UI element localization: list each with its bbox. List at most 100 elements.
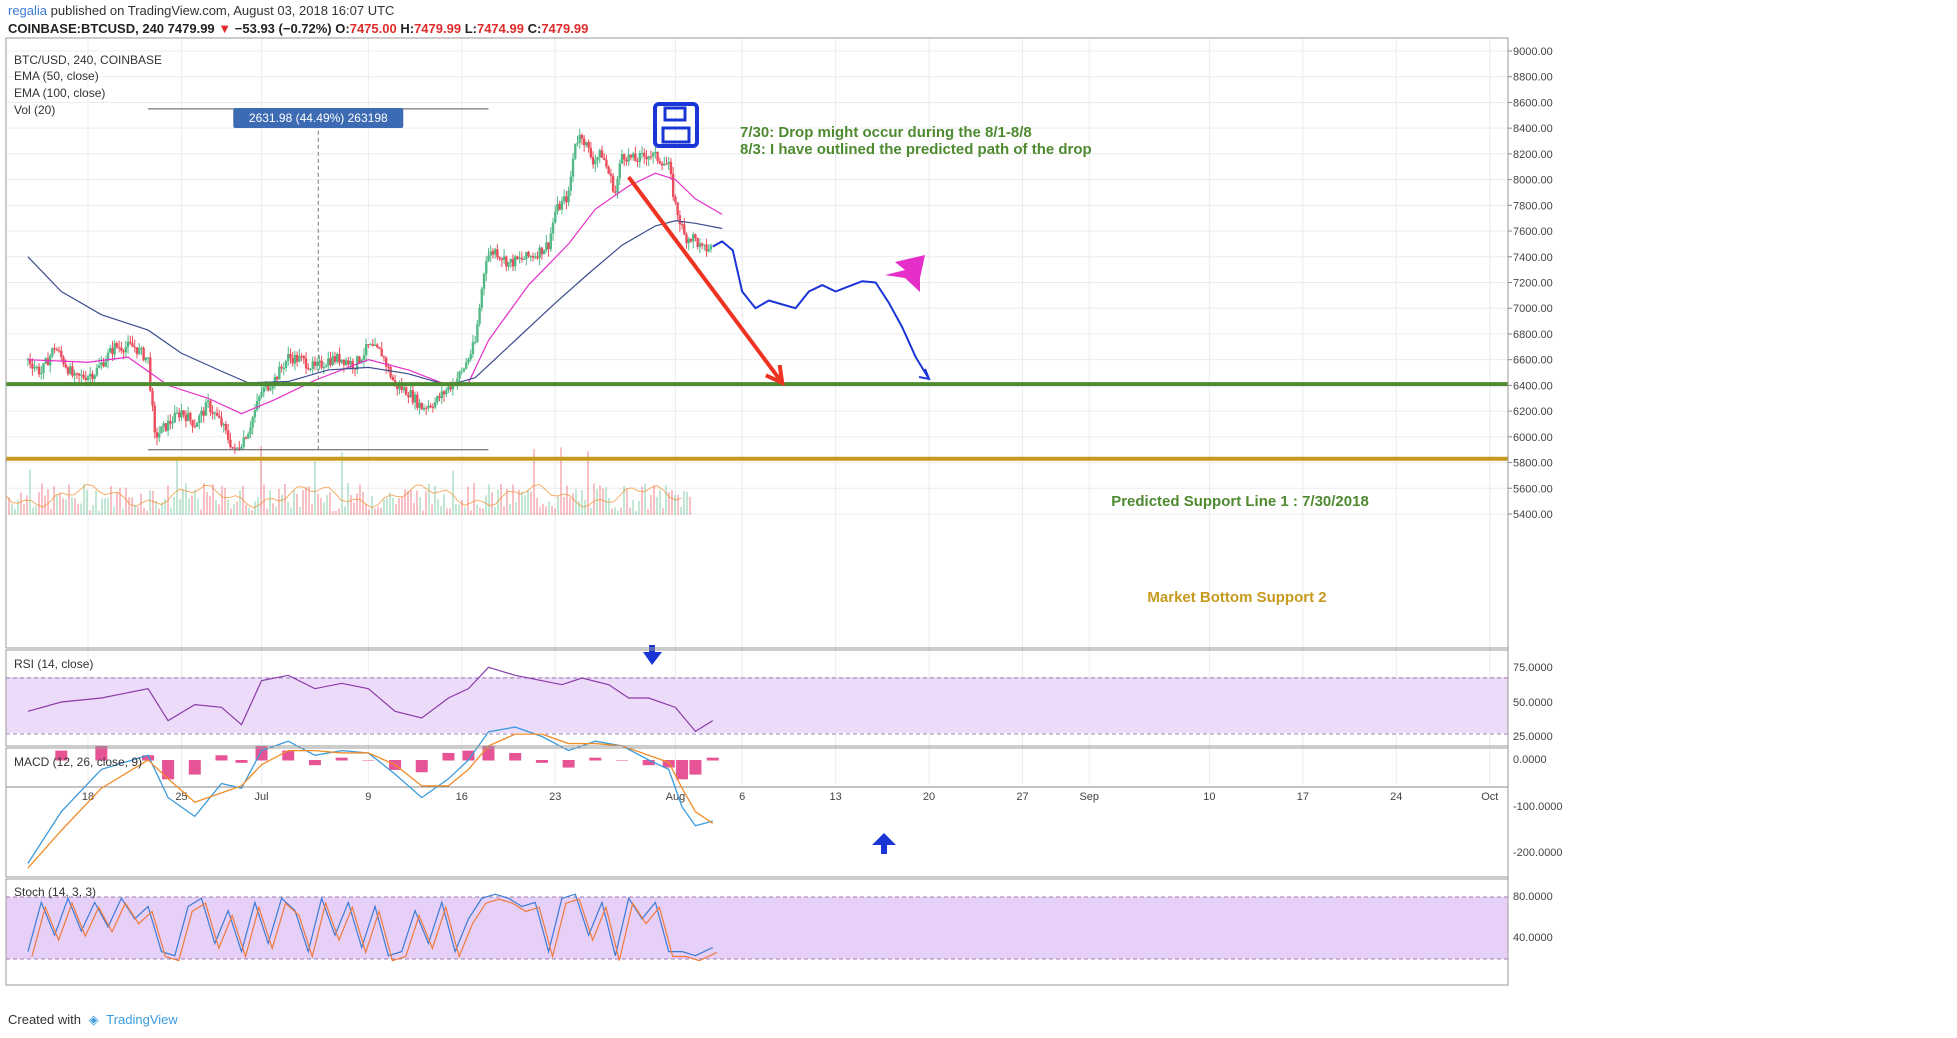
- candle-body: [262, 387, 265, 393]
- candle-body: [267, 384, 270, 391]
- volume-bar: [113, 506, 115, 515]
- macd-histogram-bar: [235, 760, 248, 763]
- candle-body: [111, 348, 114, 355]
- candle-body: [540, 247, 544, 255]
- volume-bar: [455, 504, 457, 515]
- legend-ema50: EMA (50, close): [14, 69, 99, 83]
- x-tick-label: 23: [549, 791, 561, 803]
- candle-body: [86, 376, 90, 381]
- predicted-drop-arrowhead: [765, 364, 785, 387]
- volume-bar: [419, 497, 421, 515]
- volume-bar: [545, 506, 547, 515]
- candle-body: [596, 157, 599, 161]
- x-tick-label: 17: [1297, 791, 1309, 803]
- volume-bar: [20, 492, 22, 515]
- candle-body: [287, 353, 290, 361]
- volume-bar: [473, 483, 475, 515]
- candle-body: [502, 256, 506, 260]
- floppy-shutter: [663, 106, 687, 122]
- candle-body: [511, 258, 515, 267]
- candle-body: [600, 150, 604, 158]
- volume-bar: [410, 489, 412, 515]
- rsi-line: [27, 666, 714, 733]
- volume-bar: [140, 493, 142, 515]
- volume-bar: [389, 492, 391, 515]
- candle-body: [109, 348, 112, 353]
- candle-body: [247, 433, 250, 439]
- candle-body: [151, 390, 154, 406]
- y-tick-label: 9000.00: [1513, 46, 1553, 58]
- candle-body: [186, 412, 190, 422]
- candle-body: [698, 243, 702, 247]
- volume-bar: [92, 504, 94, 515]
- candle-body: [97, 365, 101, 368]
- volume-bar: [602, 488, 604, 515]
- volume-bar: [149, 490, 151, 515]
- volume-bar: [164, 498, 166, 515]
- volume-bar: [227, 499, 229, 515]
- volume-bar: [680, 507, 682, 515]
- volume-bar: [641, 486, 643, 515]
- volume-bar: [611, 508, 613, 515]
- volume-bar: [425, 491, 427, 515]
- y-tick-label: 8800.00: [1513, 72, 1553, 84]
- volume-bar: [386, 498, 388, 515]
- candle-body: [160, 426, 163, 434]
- note-line-2: 8/3: I have outlined the predicted path …: [740, 141, 1092, 158]
- volume-bar: [443, 494, 445, 515]
- high-label: H:: [400, 21, 415, 36]
- volume-bar: [53, 486, 55, 515]
- macd-histogram-bar: [462, 750, 475, 761]
- ohlc-line: COINBASE:BTCUSD, 240 7479.99 ▼ −53.93 (−…: [8, 21, 588, 36]
- candle-body: [184, 414, 188, 422]
- candle-body: [178, 412, 181, 418]
- macd-line: [27, 726, 713, 864]
- legend-vol: Vol (20): [14, 103, 55, 117]
- volume-bar: [344, 506, 346, 515]
- created-with-text: Created with: [8, 1012, 81, 1027]
- candle-body: [55, 349, 59, 351]
- candle-body: [200, 410, 203, 416]
- candle-body: [436, 396, 439, 403]
- macd-histogram-bar: [142, 755, 155, 761]
- candle-body: [458, 371, 461, 379]
- volume-bar: [308, 486, 310, 515]
- candle-body: [462, 368, 466, 371]
- open-value: 7475.00: [349, 21, 397, 36]
- candle-body: [129, 341, 132, 344]
- author-link[interactable]: regalia: [8, 3, 48, 18]
- candle-body: [28, 358, 32, 365]
- candle-body: [233, 447, 237, 449]
- support1-label: Predicted Support Line 1 : 7/30/2018: [1111, 493, 1369, 510]
- macd-histogram-bar: [642, 760, 655, 766]
- macd-tick-label: 0.0000: [1513, 754, 1547, 766]
- candle-body: [251, 417, 254, 428]
- candle-body: [531, 256, 535, 258]
- candle-body: [705, 244, 708, 252]
- volume-bar: [569, 497, 571, 515]
- volume-bar: [143, 507, 145, 515]
- candle-body: [222, 423, 225, 426]
- volume-bar: [212, 484, 214, 515]
- volume-bar: [590, 508, 592, 515]
- candle-body: [571, 158, 575, 177]
- pane-border: [5, 747, 1509, 878]
- candle-body: [242, 437, 245, 447]
- magenta-arrow-icon: [885, 255, 925, 292]
- up-arrow-stem: [881, 844, 887, 854]
- volume-bar: [578, 501, 580, 515]
- tradingview-brand[interactable]: TradingView: [106, 1012, 178, 1027]
- candle-body: [373, 344, 377, 346]
- candle-body: [126, 341, 130, 348]
- volume-bar: [476, 504, 478, 515]
- candle-body: [378, 347, 381, 349]
- volume-bar: [329, 492, 331, 515]
- candle-body: [518, 257, 521, 259]
- volume-bar: [110, 485, 112, 515]
- candle-body: [387, 366, 390, 368]
- candle-body: [364, 344, 368, 356]
- candle-body: [449, 386, 452, 390]
- candle-body: [514, 256, 517, 267]
- volume-bar: [401, 497, 403, 515]
